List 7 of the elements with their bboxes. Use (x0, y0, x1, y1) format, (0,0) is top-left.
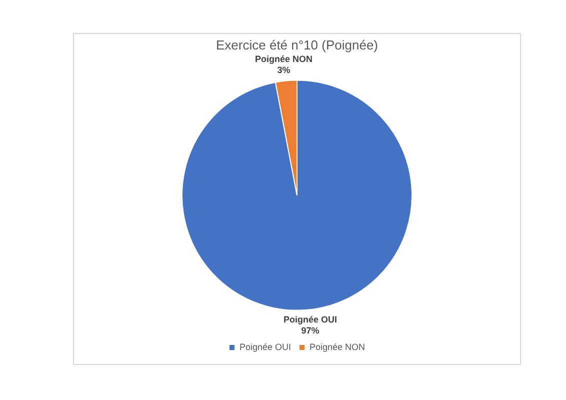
data-label: 97% (301, 326, 320, 336)
data-label: 3% (277, 64, 290, 75)
legend-label: Poignée NON (310, 342, 366, 352)
slice-label: Poignée NON (254, 54, 312, 64)
slice-label: Poignée OUI (284, 314, 338, 325)
legend-label: Poignée OUI (239, 342, 291, 352)
chart-title: Exercice été n°10 (Poignée) (216, 37, 378, 52)
